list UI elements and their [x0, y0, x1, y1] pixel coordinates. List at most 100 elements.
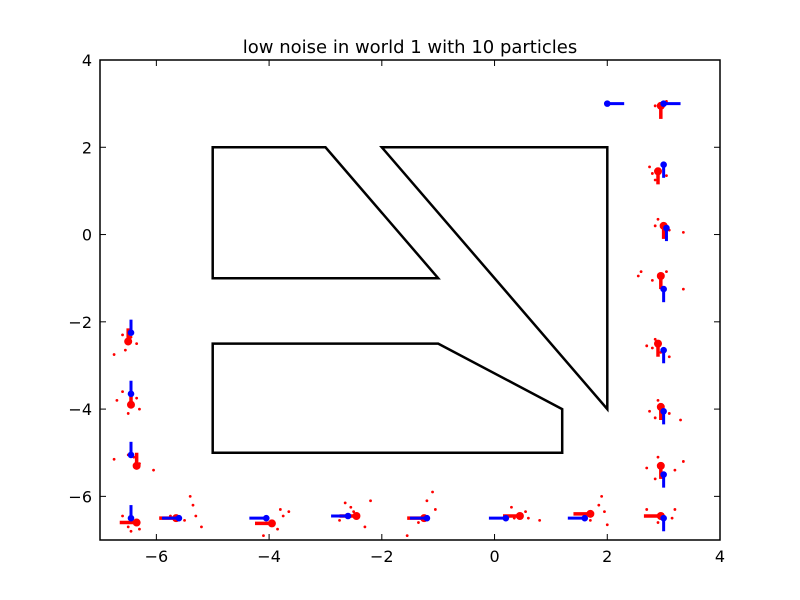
true-pose-point: [127, 390, 135, 398]
particle-point: [681, 230, 685, 234]
ticks-layer: −6 −4 −2 0 2 4 −6 −4 −2 0 2 4: [68, 51, 725, 566]
particle-point: [138, 407, 141, 411]
particle-point: [188, 494, 192, 498]
particle-point: [645, 466, 649, 470]
particle-point: [276, 527, 279, 531]
particle-point: [262, 534, 265, 538]
particle-point: [115, 398, 119, 402]
true-pose-point: [344, 512, 352, 520]
particle-point: [135, 396, 139, 400]
x-tick-label: 4: [715, 547, 725, 566]
particle-point: [645, 344, 649, 348]
particle-point: [281, 514, 285, 518]
particle-point: [352, 510, 356, 514]
particle-point: [200, 525, 203, 529]
particle-point: [112, 457, 116, 461]
estimate-point: [132, 518, 141, 527]
plot-frame: [99, 59, 721, 541]
true-pose-point: [423, 514, 431, 522]
true-pose-point: [127, 514, 135, 522]
particle-point: [135, 342, 139, 346]
particle-point: [681, 287, 685, 291]
estimate-point: [352, 512, 361, 520]
y-tick-label: 0: [82, 226, 92, 245]
particle-point: [588, 518, 592, 522]
particle-point: [603, 510, 606, 514]
particle-point: [123, 348, 127, 352]
estimate-point: [515, 512, 524, 520]
particle-point: [653, 104, 657, 108]
particle-point: [681, 460, 685, 463]
particle-point: [129, 529, 133, 533]
true-pose-point: [127, 451, 135, 459]
particle-point: [656, 521, 660, 524]
particle-point: [653, 477, 657, 481]
particle-point: [600, 494, 604, 498]
particle-point: [653, 224, 657, 228]
particle-point: [510, 505, 513, 509]
particle-point: [538, 518, 542, 522]
particle-point: [369, 499, 372, 503]
particle-point: [650, 172, 654, 175]
particle-point: [673, 468, 677, 472]
y-tick-label: −4: [68, 400, 92, 419]
true-pose-point: [581, 514, 589, 522]
true-pose-point: [660, 407, 667, 415]
particle-point: [338, 518, 341, 522]
particle-point: [665, 174, 668, 178]
particle-point: [126, 412, 130, 415]
particle-point: [121, 390, 124, 394]
wall-upper-left-block: [211, 146, 441, 280]
y-tick-label: −2: [68, 313, 92, 332]
particle-point: [679, 418, 682, 422]
particle-point: [653, 337, 657, 341]
particle-point: [129, 335, 133, 339]
estimate-point: [654, 339, 662, 348]
particle-point: [278, 508, 282, 511]
plot-area: [100, 60, 720, 540]
wall-triangle-block: [379, 146, 609, 413]
true-pose-point: [175, 514, 183, 522]
particle-point: [425, 499, 429, 503]
particle-point: [673, 508, 677, 511]
walls-layer: [211, 146, 609, 454]
particle-point: [405, 534, 409, 538]
x-tick-label: −2: [370, 547, 394, 566]
y-tick-label: −6: [68, 487, 92, 506]
particle-point: [183, 518, 186, 522]
true-pose-point: [660, 100, 667, 107]
particle-point: [656, 455, 660, 459]
particle-point: [138, 527, 141, 531]
true-pose-point: [660, 346, 667, 354]
particle-point: [639, 270, 643, 274]
true-pose-point: [127, 329, 135, 337]
particle-point: [121, 333, 124, 337]
particle-point: [650, 346, 654, 350]
x-tick-label: −6: [145, 547, 169, 566]
particle-point: [670, 516, 674, 520]
particle-point: [667, 355, 671, 359]
particle-point: [433, 508, 437, 511]
particle-point: [597, 503, 601, 507]
y-tick-label: 4: [82, 51, 92, 70]
estimate-point: [267, 519, 276, 528]
particle-point: [121, 514, 124, 518]
particle-point: [653, 178, 657, 182]
true-pose-point: [502, 514, 510, 522]
particle-point: [112, 353, 116, 356]
particle-point: [645, 508, 649, 511]
true-pose-point: [603, 100, 611, 107]
true-pose-point: [660, 161, 667, 169]
particle-point: [656, 398, 660, 402]
particle-point: [191, 503, 195, 507]
x-tick-label: −4: [257, 547, 281, 566]
particle-point: [431, 490, 434, 494]
estimate-point: [656, 461, 665, 470]
estimate-point: [127, 400, 135, 409]
particle-point: [287, 510, 291, 514]
particle-point: [194, 514, 198, 518]
y-tick-label: 2: [82, 138, 92, 157]
particle-point: [605, 523, 609, 527]
estimate-point: [654, 167, 662, 176]
chart-title: low noise in world 1 with 10 particles: [243, 37, 577, 58]
